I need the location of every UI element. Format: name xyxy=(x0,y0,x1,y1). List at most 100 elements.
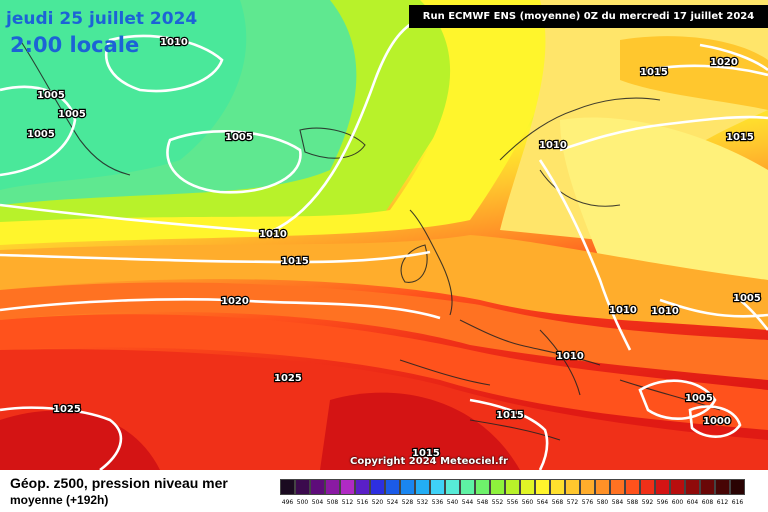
isobar-1010-long xyxy=(0,8,441,234)
legend-tick: 568 xyxy=(551,499,564,506)
legend-swatch xyxy=(715,479,730,495)
legend-swatch xyxy=(580,479,595,495)
isobar-1005-balkan xyxy=(638,379,717,421)
yellow-band xyxy=(0,0,600,245)
legend-tick: 524 xyxy=(386,499,399,506)
isobar-1015-med xyxy=(469,398,549,470)
isobar-label: 1010 xyxy=(609,305,637,316)
legend-tick: 536 xyxy=(431,499,444,506)
isobar-1010-nw xyxy=(104,34,224,93)
legend-title: Géop. z500, pression niveau mer xyxy=(10,475,228,491)
isobar-label: 1025 xyxy=(274,373,302,384)
legend-tick: 560 xyxy=(521,499,534,506)
isobar-label: 1015 xyxy=(496,410,524,421)
isobar-label: 1020 xyxy=(221,296,249,307)
legend-tick: 588 xyxy=(626,499,639,506)
isobar-label: 1010 xyxy=(160,37,188,48)
legend-swatch xyxy=(700,479,715,495)
legend-swatch xyxy=(520,479,535,495)
isobars xyxy=(0,8,768,470)
color-scale-ticks: 496 500 504 508 512 516 520 524 528 532 536 540 544 5… xyxy=(280,499,745,506)
legend-tick: 596 xyxy=(656,499,669,506)
legend-swatch xyxy=(670,479,685,495)
legend-tick: 540 xyxy=(446,499,459,506)
legend-swatch xyxy=(355,479,370,495)
dark-orange-band xyxy=(0,282,768,380)
coastlines xyxy=(19,39,721,441)
legend-swatch xyxy=(685,479,700,495)
geopotential-map: 1010 1005 1005 1005 1005 1010 1015 1020 … xyxy=(0,0,768,470)
legend-swatch xyxy=(535,479,550,495)
isobar-label: 1015 xyxy=(726,132,754,143)
legend-footer: Géop. z500, pression niveau mer moyenne … xyxy=(0,470,768,512)
isobar-label: 1005 xyxy=(685,393,713,404)
isobar-label: 1005 xyxy=(27,129,55,140)
isobar-1015 xyxy=(0,250,431,264)
legend-tick: 572 xyxy=(566,499,579,506)
legend-swatch xyxy=(445,479,460,495)
legend-swatch xyxy=(280,479,295,495)
legend-tick: 528 xyxy=(401,499,414,506)
isobar-1010-scand xyxy=(538,159,632,351)
forecast-date: jeudi 25 juillet 2024 xyxy=(6,9,198,29)
dark-red-region xyxy=(0,410,160,470)
isobar-label: 1010 xyxy=(651,306,679,317)
legend-swatch xyxy=(310,479,325,495)
legend-swatch xyxy=(415,479,430,495)
legend-swatch xyxy=(565,479,580,495)
legend-tick: 552 xyxy=(491,499,504,506)
legend-tick: 504 xyxy=(311,499,324,506)
dark-red-africa xyxy=(320,392,520,470)
legend-swatch xyxy=(490,479,505,495)
color-scale xyxy=(280,479,745,495)
legend-tick: 556 xyxy=(506,499,519,506)
legend-tick: 520 xyxy=(371,499,384,506)
isobar-label: 1005 xyxy=(225,132,253,143)
legend-tick: 600 xyxy=(671,499,684,506)
legend-swatch xyxy=(505,479,520,495)
legend-tick: 508 xyxy=(326,499,339,506)
legend-swatch xyxy=(550,479,565,495)
legend-tick: 612 xyxy=(716,499,729,506)
legend-swatch xyxy=(655,479,670,495)
legend-swatch xyxy=(370,479,385,495)
legend-tick: 544 xyxy=(461,499,474,506)
isobar-label: 1025 xyxy=(53,404,81,415)
legend-tick: 608 xyxy=(701,499,714,506)
isobar-1010-east xyxy=(659,298,768,318)
legend-tick: 516 xyxy=(356,499,369,506)
red-orange-band xyxy=(0,314,768,430)
copyright: Copyright 2024 Meteociel.fr xyxy=(350,456,508,467)
isobar-label: 1000 xyxy=(703,416,731,427)
legend-swatch xyxy=(430,479,445,495)
isobar-label: 1015 xyxy=(640,67,668,78)
legend-swatch xyxy=(385,479,400,495)
isobar-label: 1010 xyxy=(259,229,287,240)
run-info: Run ECMWF ENS (moyenne) 0Z du mercredi 1… xyxy=(409,5,768,28)
legend-tick: 532 xyxy=(416,499,429,506)
isobar-label: 1005 xyxy=(733,293,761,304)
legend-swatch xyxy=(325,479,340,495)
legend-swatch xyxy=(475,479,490,495)
light-green-region xyxy=(0,0,247,190)
legend-swatch xyxy=(460,479,475,495)
isobar-1005-right xyxy=(739,299,768,331)
legend-swatch xyxy=(640,479,655,495)
isobar-1025-atl xyxy=(0,406,123,470)
isobar-label: 1010 xyxy=(556,351,584,362)
yellow-green-band xyxy=(0,0,520,225)
legend-tick: 580 xyxy=(596,499,609,506)
legend-tick: 496 xyxy=(281,499,294,506)
isobar-1015-north xyxy=(639,64,768,77)
orange-band xyxy=(0,235,768,330)
isobar-label: 1015 xyxy=(412,448,440,459)
legend-swatch xyxy=(610,479,625,495)
isobar-1020 xyxy=(0,298,441,320)
isobar-label: 1005 xyxy=(58,109,86,120)
legend-tick: 584 xyxy=(611,499,624,506)
isobar-label: 1015 xyxy=(281,256,309,267)
legend-swatch xyxy=(625,479,640,495)
legend-swatch xyxy=(730,479,745,495)
legend-swatch xyxy=(295,479,310,495)
